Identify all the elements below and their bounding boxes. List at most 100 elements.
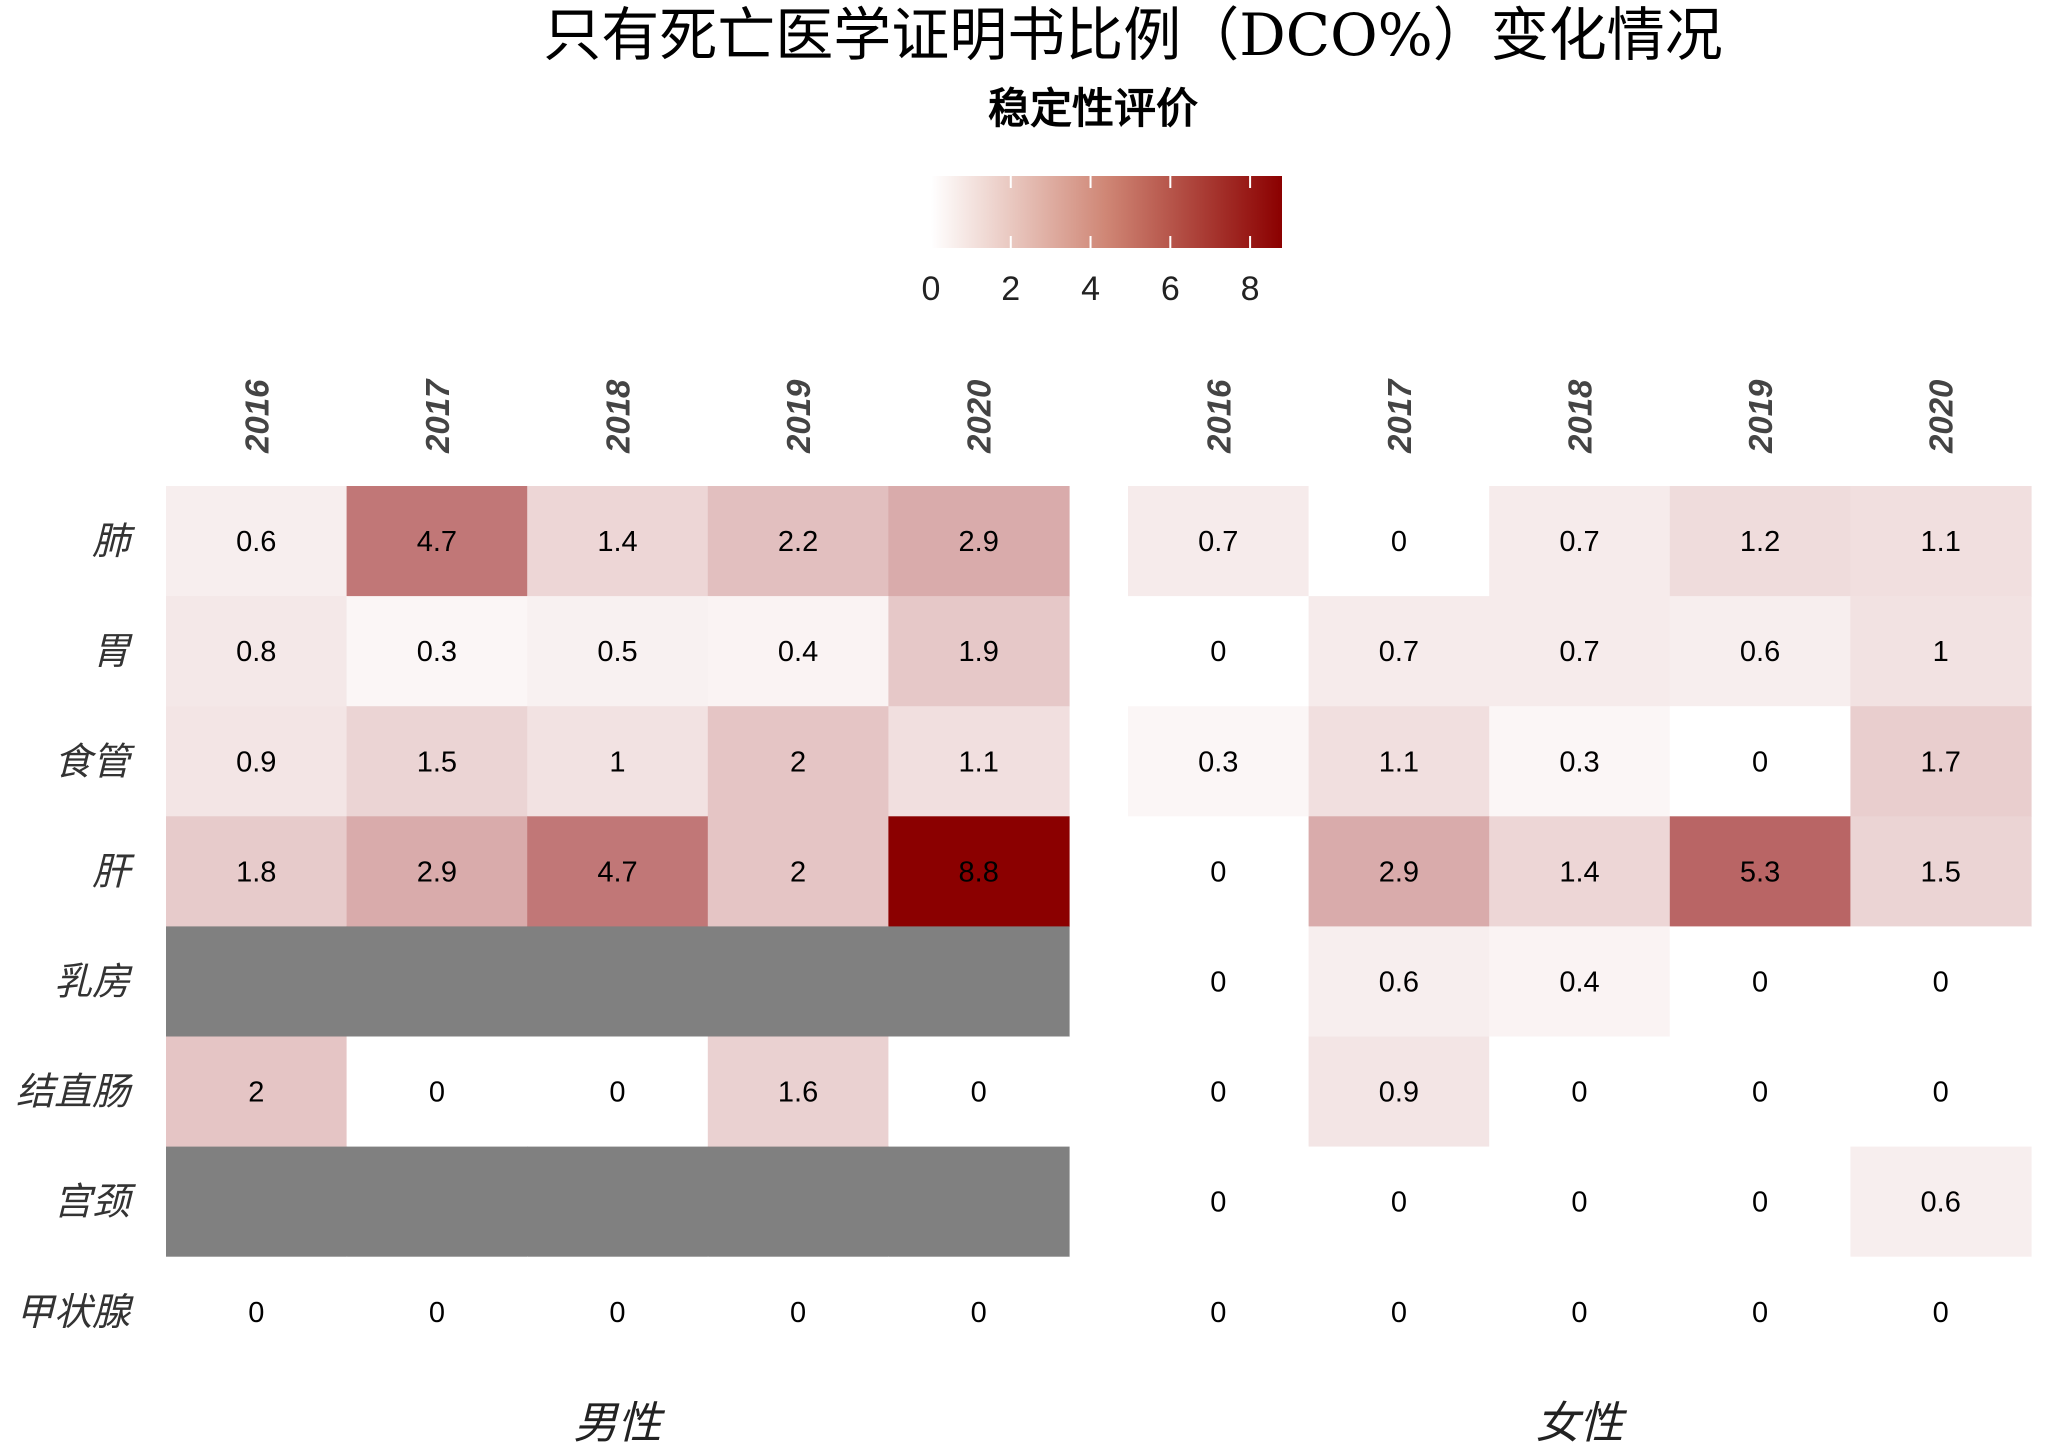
cell-value-label: 0: [971, 1077, 987, 1109]
heatmap-cell: [166, 596, 348, 707]
legend-colorbar: [931, 176, 1282, 248]
heatmap-cell: [346, 1256, 528, 1368]
panel-label: 男性: [574, 1398, 666, 1448]
heatmap-cell: [707, 706, 889, 817]
cell-value-label: 0.5: [597, 636, 637, 668]
heatmap-cell: [1489, 596, 1671, 707]
heatmap-cell: [1489, 1256, 1671, 1368]
heatmap-cell: [1308, 926, 1490, 1038]
heatmap-cell: [1850, 596, 2032, 707]
cell-value-label: 0: [790, 1297, 806, 1329]
heatmap-cell: [166, 1146, 348, 1258]
cell-value-label: 0.4: [778, 636, 818, 668]
heatmap-cell: [1850, 486, 2032, 597]
heatmap-cell: [1308, 1146, 1490, 1258]
heatmap-cell: [1489, 486, 1671, 597]
heatmap-cell: [1308, 486, 1490, 597]
cell-value-label: 2: [790, 746, 806, 778]
cell-value-label: 0: [1933, 1297, 1949, 1329]
row-label: 甲状腺: [16, 1290, 134, 1334]
cell-value-label: 0.9: [236, 746, 276, 778]
heatmap-cell: [527, 1036, 709, 1148]
panel-label: 女性: [1536, 1398, 1628, 1448]
cell-value-label: 1.1: [1921, 526, 1961, 558]
heatmap-cell: [527, 1146, 709, 1258]
heatmap-cell: [527, 596, 709, 707]
heatmap-cell: [1489, 816, 1671, 927]
heatmap-cell: [1850, 1256, 2032, 1368]
cell-value-label: 0: [1210, 1077, 1226, 1109]
cell-value-label: 0: [248, 1297, 264, 1329]
cell-value-label: 1.4: [1559, 856, 1599, 888]
heatmap-cell: [707, 1036, 889, 1148]
cell-value-label: 0.3: [1559, 746, 1599, 778]
cell-value-label: 0.3: [417, 636, 457, 668]
heatmap-cell: [707, 926, 889, 1038]
panel-1: 2016 2017 2018 2019 2020 0.7 0 0.7 1.2 1.1 0 0.7 0.7…: [1128, 378, 2032, 1448]
legend-tick-label: 2: [1001, 270, 1020, 308]
heatmap-cell: [1128, 706, 1310, 817]
heatmap-cell: [1489, 926, 1671, 1038]
row-label: 宫颈: [54, 1180, 136, 1224]
heatmap-cell: [1850, 926, 2032, 1038]
cell-value-label: 0.9: [1379, 1077, 1419, 1109]
heatmap-cell: [166, 486, 348, 597]
heatmap-cell: [888, 926, 1070, 1038]
cell-value-label: 1.9: [959, 636, 999, 668]
heatmap-cell: [707, 486, 889, 597]
row-label: 食管: [54, 739, 135, 783]
legend-tick-label: 8: [1241, 270, 1260, 308]
cell-value-label: 0.6: [1740, 636, 1780, 668]
heatmap-cell: [1489, 1146, 1671, 1258]
column-label: 2018: [1562, 379, 1599, 454]
cell-value-label: 2.2: [778, 526, 818, 558]
cell-value-label: 0: [429, 1077, 445, 1109]
heatmap-cell: [1850, 706, 2032, 817]
cell-value-label: 0: [1391, 526, 1407, 558]
cell-value-label: 0: [1752, 1187, 1768, 1219]
cell-value-label: 1.7: [1921, 746, 1961, 778]
heatmap-cell: [527, 926, 709, 1038]
column-label: 2019: [780, 379, 817, 454]
heatmap-cell: [346, 596, 528, 707]
heatmap-cell: [1669, 1256, 1851, 1368]
cell-value-label: 0: [1210, 966, 1226, 998]
column-label: 2017: [419, 378, 456, 454]
heatmap-cell: [1669, 596, 1851, 707]
heatmap-cell: [166, 816, 348, 927]
heatmap-cell: [1128, 1036, 1310, 1148]
heatmap-cell: [346, 1036, 528, 1148]
cell-value-label: 0: [1571, 1297, 1587, 1329]
heatmap-cell: [1669, 1146, 1851, 1258]
heatmap-cell: [346, 486, 528, 597]
heatmap-cell: [707, 816, 889, 927]
heatmap-cell: [166, 1256, 348, 1368]
heatmap-cell: [346, 926, 528, 1038]
heatmap-cell: [1850, 1036, 2032, 1148]
heatmap-cell: [527, 816, 709, 927]
cell-value-label: 0: [1752, 1077, 1768, 1109]
heatmap-cell: [527, 1256, 709, 1368]
legend-tick-label: 4: [1081, 270, 1100, 308]
heatmap-cell: [527, 706, 709, 817]
cell-value-label: 0: [1752, 746, 1768, 778]
column-label: 2016: [1200, 379, 1237, 454]
color-legend: 0 2 4 6 8: [922, 176, 1282, 308]
heatmap-cell: [1669, 1036, 1851, 1148]
chart-title: 只有死亡医学证明书比例（DCO%）变化情况: [543, 1, 1723, 69]
column-label: 2017: [1381, 378, 1418, 454]
heatmap-cell: [1308, 816, 1490, 927]
cell-value-label: 0: [609, 1297, 625, 1329]
cell-value-label: 4.7: [417, 526, 457, 558]
cell-value-label: 1.5: [417, 746, 457, 778]
cell-value-label: 0: [1752, 966, 1768, 998]
cell-value-label: 0.8: [236, 636, 276, 668]
cell-value-label: 0: [1210, 1297, 1226, 1329]
cell-value-label: 0.7: [1379, 636, 1419, 668]
heatmap-cell: [1850, 1146, 2032, 1258]
cell-value-label: 1.5: [1921, 856, 1961, 888]
heatmap-cell: [1128, 926, 1310, 1038]
heatmap-cell: [166, 706, 348, 817]
